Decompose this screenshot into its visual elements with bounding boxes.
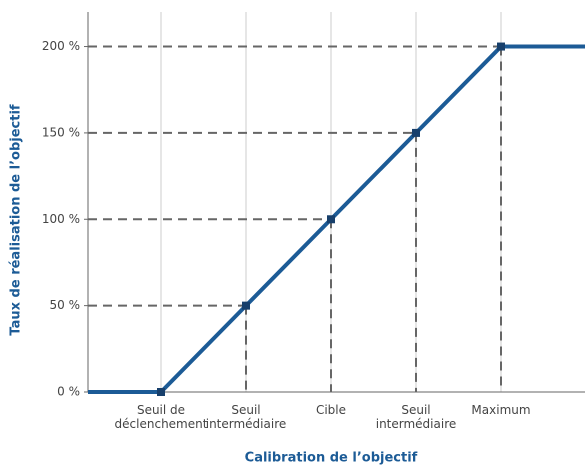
x-tick-label: Cible: [315, 403, 347, 417]
y-tick-label: 100 %: [42, 212, 80, 226]
y-tick-label: 150 %: [42, 125, 80, 139]
y-tick-label: 50 %: [50, 298, 81, 312]
x-tick-label: Seuil de déclenchement: [114, 403, 208, 431]
x-axis-label: Calibration de l’objectif: [245, 451, 418, 466]
marker: [327, 215, 335, 224]
marker: [157, 388, 165, 396]
x-tick-label: Seuil intermédiaire: [375, 403, 457, 431]
marker: [412, 128, 420, 137]
y-axis-label: Taux de réalisation de l’objectif: [9, 104, 24, 336]
y-tick-label: 200 %: [42, 39, 80, 53]
marker: [497, 42, 505, 51]
x-tick-label: Seuil intermédiaire: [205, 403, 287, 431]
y-tick-label: 0 %: [57, 385, 80, 399]
marker: [242, 301, 250, 310]
x-tick-label: Maximum: [471, 403, 531, 417]
